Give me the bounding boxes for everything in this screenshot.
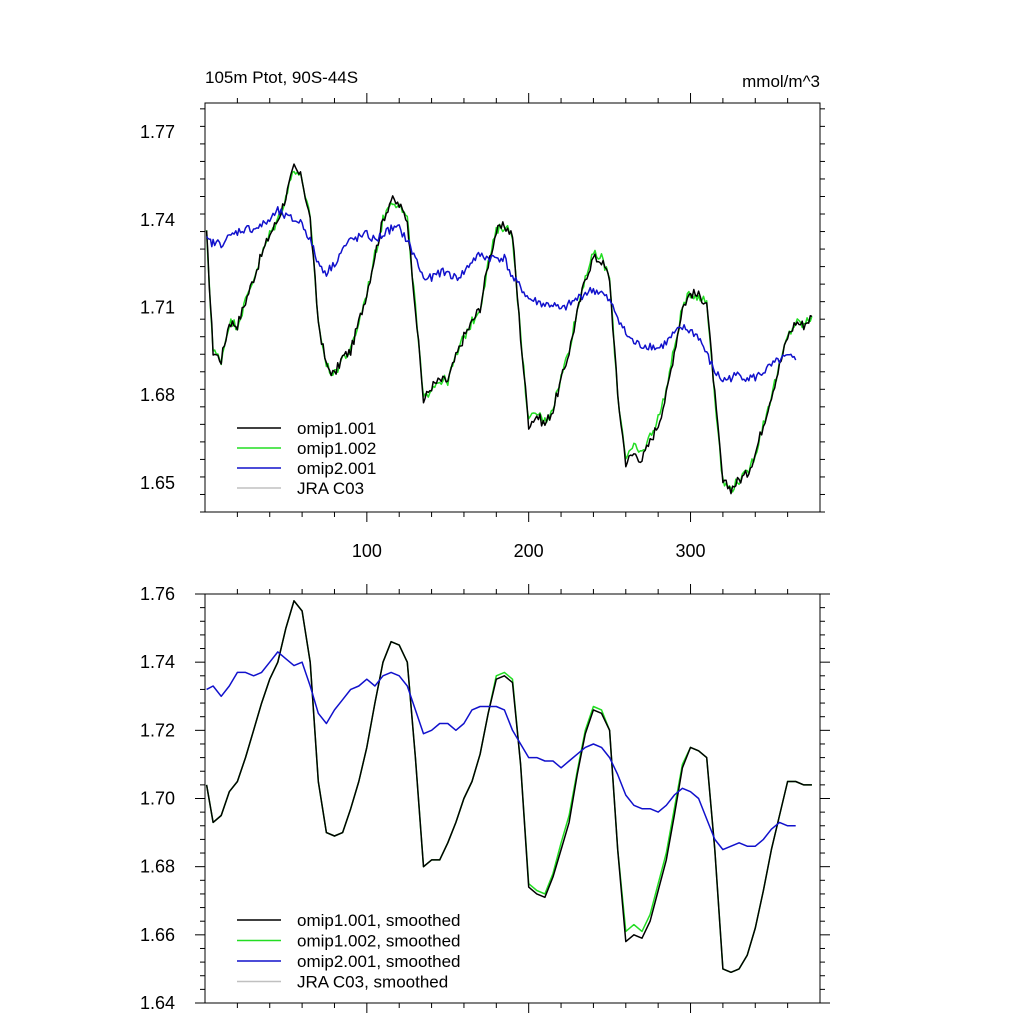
y-tick-label: 1.68 [140, 857, 175, 877]
top-panel: 100 200 300 1.65 1.68 1.71 1.74 1.77 105m Ptot, … [140, 68, 825, 561]
series-line-omip1-001-smoothed [205, 600, 812, 974]
y-tick-label: 1.70 [140, 789, 175, 809]
units-label: mmol/m^3 [742, 72, 820, 91]
x-tick-label: 300 [676, 541, 706, 561]
y-tick-label: 1.68 [140, 385, 175, 405]
legend-label: omip1.002, smoothed [297, 932, 461, 951]
series-lines [205, 600, 812, 974]
x-tick-label: 100 [352, 541, 382, 561]
legend-label: omip1.001, smoothed [297, 911, 461, 930]
legend-label: omip1.001 [297, 419, 376, 438]
y-tick-label: 1.76 [140, 584, 175, 604]
x-tick-label: 200 [514, 541, 544, 561]
y-tick-label: 1.65 [140, 473, 175, 493]
bottom-panel: 1.64 1.66 1.68 1.70 1.72 1.74 1.76 omip1.001, s… [140, 584, 830, 1013]
legend: omip1.001, smoothed omip1.002, smoothedom… [237, 911, 461, 992]
y-tick-label: 1.74 [140, 210, 175, 230]
legend-label: omip1.002 [297, 439, 376, 458]
series-line-omip2-001-smoothed [206, 651, 796, 851]
chart-title: 105m Ptot, 90S-44S [205, 68, 358, 87]
legend-label: omip2.001, smoothed [297, 952, 461, 971]
y-tick-label: 1.72 [140, 720, 175, 740]
series-line-omip1-001 [205, 163, 813, 495]
y-tick-label: 1.71 [140, 298, 175, 318]
legend-label: JRA C03 [297, 479, 364, 498]
y-tick-label: 1.74 [140, 652, 175, 672]
legend-label: omip2.001 [297, 459, 376, 478]
y-tick-label: 1.64 [140, 993, 175, 1013]
plot-frame [204, 102, 821, 513]
legend-label: JRA C03, smoothed [297, 973, 448, 992]
series-line-omip2-001 [205, 206, 797, 383]
y-tick-label: 1.66 [140, 925, 175, 945]
series-lines [205, 163, 813, 495]
y-tick-label: 1.77 [140, 122, 175, 142]
